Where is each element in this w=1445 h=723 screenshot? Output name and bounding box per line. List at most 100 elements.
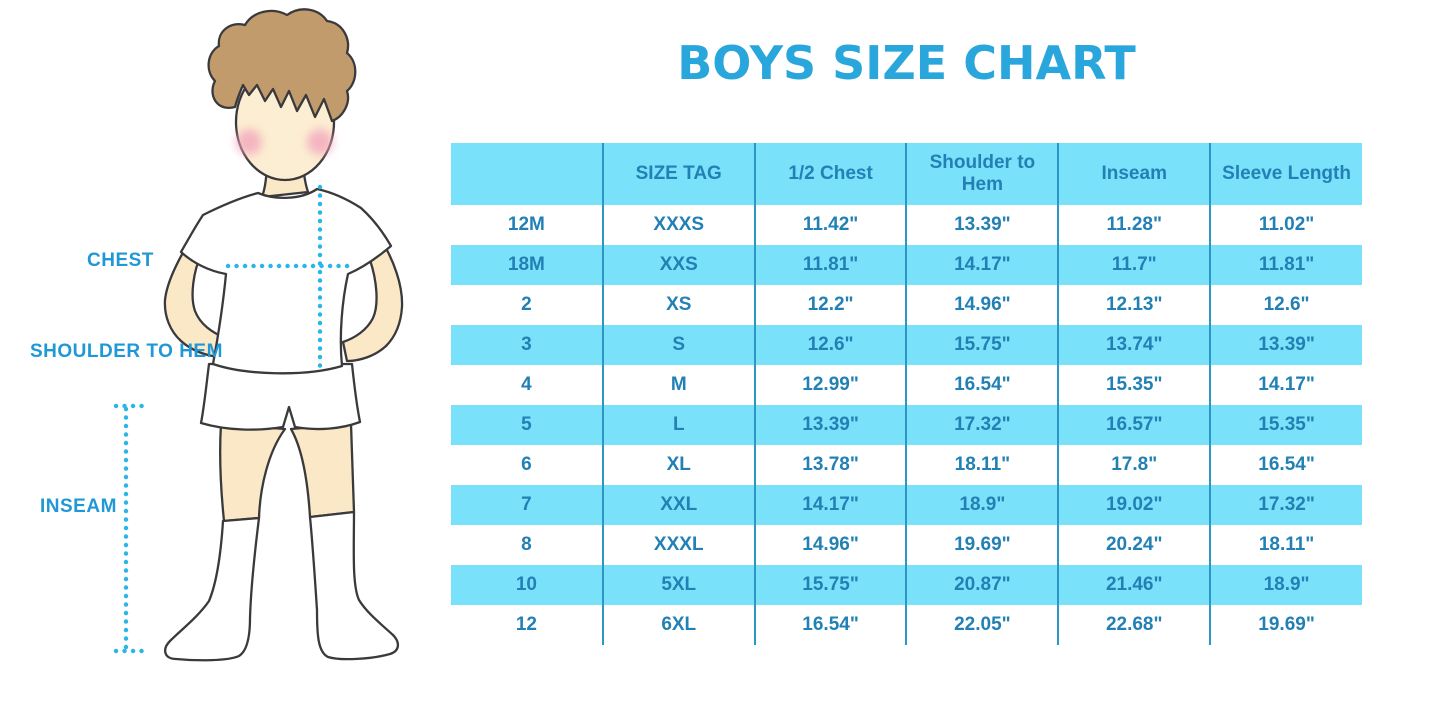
table-row: 10 5XL 15.75" 20.87" 21.46" 18.9" [451, 565, 1362, 605]
boy-left-blush [236, 129, 262, 155]
table-cell: 18.11" [905, 445, 1059, 485]
table-cell: 15.75" [905, 325, 1059, 365]
boy-right-arm [341, 236, 404, 363]
table-cell: XXL [601, 485, 755, 525]
boy-left-sock [164, 516, 261, 662]
size-table-header: SIZE TAG 1/2 Chest Shoulder to Hem Insea… [451, 143, 1362, 205]
size-table: SIZE TAG 1/2 Chest Shoulder to Hem Insea… [451, 143, 1362, 645]
table-cell: 18.11" [1209, 525, 1362, 565]
table-cell: 12M [507, 214, 545, 235]
table-cell: 3 [451, 325, 603, 365]
table-cell: 14.17" [753, 485, 907, 525]
table-cell: 22.05" [905, 605, 1059, 645]
table-cell: 8 [521, 534, 532, 555]
table-cell: 22.68" [1057, 605, 1211, 645]
table-cell: 17.32" [905, 405, 1059, 445]
table-cell: 14.96" [753, 525, 907, 565]
table-cell: 12.13" [1057, 285, 1211, 325]
table-cell: 13.74" [1057, 325, 1211, 365]
table-row: 6 XL 13.78" 18.11" 17.8" 16.54" [451, 445, 1362, 485]
size-table-body: 12M XXXS 11.42" 13.39" 11.28" 11.02" 18M XXS 11.… [451, 205, 1362, 645]
table-cell: 14.96" [905, 285, 1059, 325]
table-cell: 20.24" [1057, 525, 1211, 565]
table-cell: 19.02" [1057, 485, 1211, 525]
table-cell: 17.8" [1057, 445, 1211, 485]
table-cell: 11.28" [1057, 205, 1211, 245]
table-cell: XS [601, 285, 755, 325]
table-cell: 15.35" [1209, 405, 1362, 445]
table-cell: 18M [451, 245, 603, 285]
boy-right-leg [289, 422, 356, 519]
table-cell: 12.6" [753, 325, 907, 365]
table-row: 7 XXL 14.17" 18.9" 19.02" 17.32" [451, 485, 1362, 525]
table-cell: 6 [521, 454, 532, 475]
table-cell: 11.7" [1057, 245, 1211, 285]
col-header-inseam: Inseam [1057, 143, 1211, 205]
table-cell: 5 [451, 405, 603, 445]
boy-right-blush [307, 129, 333, 155]
table-cell: 19.69" [905, 525, 1059, 565]
table-cell: 13.39" [905, 205, 1059, 245]
table-cell: 18.9" [1209, 565, 1362, 605]
measurement-figure: CHEST SHOULDER TO HEM INSEAM [0, 0, 450, 723]
table-cell: 16.57" [1057, 405, 1211, 445]
table-cell: 15.35" [1057, 365, 1211, 405]
table-row: 2 XS 12.2" 14.96" 12.13" 12.6" [451, 285, 1362, 325]
table-cell: 5XL [601, 565, 755, 605]
table-cell: 12.6" [1209, 285, 1362, 325]
table-cell: 10 [451, 565, 603, 605]
table-row: 8 XXXL 14.96" 19.69" 20.24" 18.11" [451, 525, 1362, 565]
col-header-half-chest: 1/2 Chest [753, 143, 907, 205]
table-cell: 11.42" [753, 205, 907, 245]
table-cell: 4 [521, 374, 532, 395]
table-cell: 14.17" [905, 245, 1059, 285]
inseam-label: INSEAM [40, 496, 117, 517]
table-cell: 16.54" [753, 605, 907, 645]
boy-illustration [113, 8, 404, 662]
boy-hair [207, 8, 357, 123]
table-cell: 12.2" [753, 285, 907, 325]
table-row: 18M XXS 11.81" 14.17" 11.7" 11.81" [451, 245, 1362, 285]
table-cell: 20.87" [905, 565, 1059, 605]
col-header-shoulder-to-hem: Shoulder to Hem [905, 143, 1059, 205]
table-cell: S [601, 325, 755, 365]
table-cell: 12 [515, 614, 537, 635]
table-cell: XXXS [601, 205, 755, 245]
col-header-sleeve-length: Sleeve Length [1209, 143, 1362, 205]
table-cell: 13.39" [753, 405, 907, 445]
table-row: 12M XXXS 11.42" 13.39" 11.28" 11.02" [451, 205, 1362, 245]
table-cell: 19.69" [1209, 605, 1362, 645]
table-cell: 13.78" [753, 445, 907, 485]
table-cell: 11.02" [1209, 205, 1362, 245]
chest-label: CHEST [87, 250, 154, 271]
table-cell: 12.99" [753, 365, 907, 405]
table-cell: 2 [521, 294, 532, 315]
table-cell: 7 [451, 485, 603, 525]
table-cell: XXS [601, 245, 755, 285]
table-cell: 21.46" [1057, 565, 1211, 605]
table-cell: XL [601, 445, 755, 485]
table-row: 4 M 12.99" 16.54" 15.35" 14.17" [451, 365, 1362, 405]
table-row: 3 S 12.6" 15.75" 13.74" 13.39" [451, 325, 1362, 365]
boy-tshirt [179, 187, 393, 375]
table-cell: L [601, 405, 755, 445]
table-cell: 16.54" [905, 365, 1059, 405]
col-header-size-tag: SIZE TAG [601, 143, 755, 205]
table-row: 5 L 13.39" 17.32" 16.57" 15.35" [451, 405, 1362, 445]
table-cell: 17.32" [1209, 485, 1362, 525]
page-title: BOYS SIZE CHART [677, 36, 1136, 90]
boy-left-leg [219, 422, 287, 523]
table-cell: 13.39" [1209, 325, 1362, 365]
boy-shorts [199, 362, 362, 431]
boy-left-arm [163, 230, 228, 359]
table-cell: 11.81" [753, 245, 907, 285]
table-cell: 15.75" [753, 565, 907, 605]
table-cell: 11.81" [1209, 245, 1362, 285]
table-cell: M [601, 365, 755, 405]
table-cell: 18.9" [905, 485, 1059, 525]
boy-right-sock [308, 510, 400, 661]
table-cell: 16.54" [1209, 445, 1362, 485]
table-cell: 14.17" [1209, 365, 1362, 405]
table-cell: XXXL [601, 525, 755, 565]
